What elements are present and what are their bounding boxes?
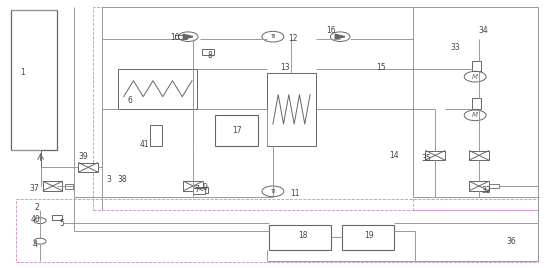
Text: 40: 40	[30, 215, 40, 224]
Text: 7: 7	[194, 185, 199, 195]
Bar	[425, 151, 445, 160]
Text: 19: 19	[364, 231, 373, 240]
Text: 38: 38	[117, 175, 127, 184]
Bar	[43, 181, 62, 191]
Bar	[215, 115, 258, 146]
Bar	[193, 188, 205, 194]
Text: 32: 32	[481, 186, 491, 195]
Text: 36: 36	[506, 237, 516, 246]
Text: 37: 37	[30, 184, 39, 193]
Bar	[196, 187, 208, 193]
Text: 5: 5	[60, 219, 64, 228]
Text: M: M	[472, 112, 478, 118]
Bar	[489, 184, 499, 188]
Bar	[183, 181, 203, 191]
Text: 18: 18	[298, 231, 308, 240]
Text: TI: TI	[271, 189, 275, 194]
Text: 15: 15	[376, 63, 385, 72]
Bar	[78, 162, 98, 172]
Text: 16: 16	[327, 26, 336, 35]
Text: 39: 39	[79, 152, 89, 161]
Bar	[174, 35, 186, 39]
Bar	[93, 7, 538, 210]
Bar	[469, 181, 489, 191]
Text: 3: 3	[106, 175, 111, 184]
Text: 9: 9	[203, 183, 208, 192]
Text: 33: 33	[450, 43, 460, 52]
Bar	[269, 225, 332, 250]
Bar	[16, 199, 538, 262]
Text: 14: 14	[390, 151, 399, 160]
Text: TI: TI	[271, 34, 275, 39]
Text: 10: 10	[170, 33, 179, 42]
Polygon shape	[335, 34, 345, 39]
Text: 8: 8	[207, 51, 212, 60]
Text: 34: 34	[478, 26, 488, 35]
Text: 11: 11	[290, 189, 300, 198]
Bar	[472, 98, 481, 109]
Text: 17: 17	[232, 125, 242, 135]
Bar	[10, 10, 57, 150]
Text: 12: 12	[288, 34, 298, 43]
Bar	[342, 225, 394, 250]
Text: 13: 13	[280, 63, 290, 72]
Bar	[202, 49, 214, 55]
Bar	[52, 215, 62, 220]
Text: TI: TI	[271, 189, 275, 194]
Bar	[413, 7, 538, 210]
Text: 1: 1	[20, 68, 25, 77]
Text: 35: 35	[421, 154, 431, 163]
Bar	[469, 151, 489, 160]
Bar	[472, 61, 481, 71]
Bar	[65, 184, 73, 189]
Text: 41: 41	[140, 140, 149, 149]
Bar	[118, 69, 197, 109]
Text: 2: 2	[35, 203, 39, 212]
Bar	[151, 125, 163, 146]
Polygon shape	[183, 34, 193, 39]
Text: M: M	[472, 74, 478, 80]
Text: 6: 6	[127, 96, 132, 105]
Text: TI: TI	[271, 34, 275, 39]
Bar	[267, 73, 316, 146]
Text: 4: 4	[33, 240, 38, 249]
